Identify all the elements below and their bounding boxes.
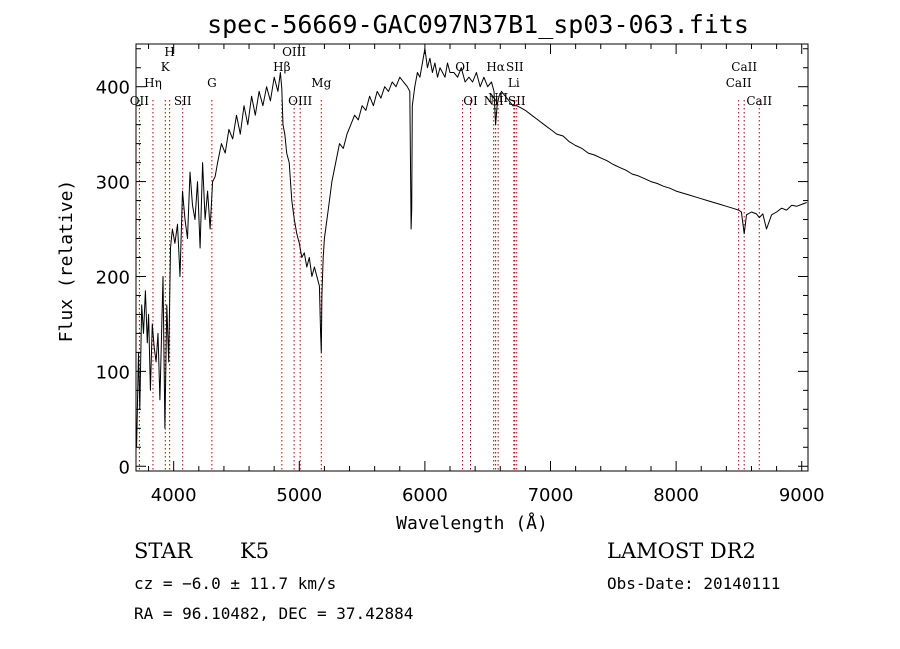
- line-label-15: SII: [506, 60, 524, 74]
- line-label-19: CaII: [731, 60, 757, 74]
- survey-name: LAMOST DR2: [607, 539, 756, 563]
- x-tick-label-5: 9000: [779, 485, 825, 506]
- x-tick-label-4: 8000: [653, 485, 699, 506]
- spectrum-series: [136, 48, 807, 448]
- line-label-8: OIII: [288, 94, 312, 108]
- line-label-7: OIII: [282, 45, 306, 59]
- line-label-10: OI: [455, 60, 470, 74]
- x-axis-ticks: 4000 5000 6000 7000 8000 9000: [148, 44, 825, 506]
- y-tick-label-1: 100: [96, 362, 130, 383]
- y-axis-label: Flux (relative): [56, 180, 77, 343]
- observation-date: Obs-Date: 20140111: [607, 574, 780, 593]
- x-tick-label-2: 6000: [402, 485, 448, 506]
- y-tick-label-2: 200: [96, 267, 130, 288]
- redshift-text: cz = −6.0 ± 11.7 km/s: [134, 574, 336, 593]
- line-label-1: Hη: [144, 76, 162, 90]
- x-axis-label: Wavelength (Å): [396, 512, 548, 534]
- line-label-0: OII: [130, 94, 150, 108]
- line-label-11: OI: [463, 94, 478, 108]
- line-label-14: Hα: [486, 60, 505, 74]
- y-tick-label-4: 400: [96, 78, 130, 99]
- line-label-20: CaII: [746, 94, 772, 108]
- spectrum-line: [136, 48, 807, 448]
- x-tick-label-0: 4000: [151, 485, 197, 506]
- object-subclass: K5: [240, 539, 269, 563]
- x-tick-label-1: 5000: [276, 485, 322, 506]
- y-tick-label-3: 300: [96, 173, 130, 194]
- line-label-4: SII: [174, 94, 192, 108]
- x-tick-label-3: 7000: [528, 485, 574, 506]
- plot-frame: [135, 43, 809, 472]
- line-label-16: Li: [508, 76, 520, 90]
- line-label-9: Mg: [311, 76, 331, 90]
- y-axis-ticks: 0 100 200 300 400: [96, 48, 808, 478]
- coordinates-text: RA = 96.10482, DEC = 37.42884: [134, 604, 413, 623]
- line-label-5: G: [207, 76, 217, 90]
- line-label-3: H: [164, 45, 174, 59]
- line-label-6: Hβ: [273, 60, 290, 74]
- line-label-2: K: [161, 60, 171, 74]
- chart-title: spec-56669-GAC097N37B1_sp03-063.fits: [207, 10, 749, 39]
- object-class: STAR: [134, 539, 193, 563]
- line-label-18: CaII: [726, 76, 752, 90]
- y-tick-label-0: 0: [119, 457, 130, 478]
